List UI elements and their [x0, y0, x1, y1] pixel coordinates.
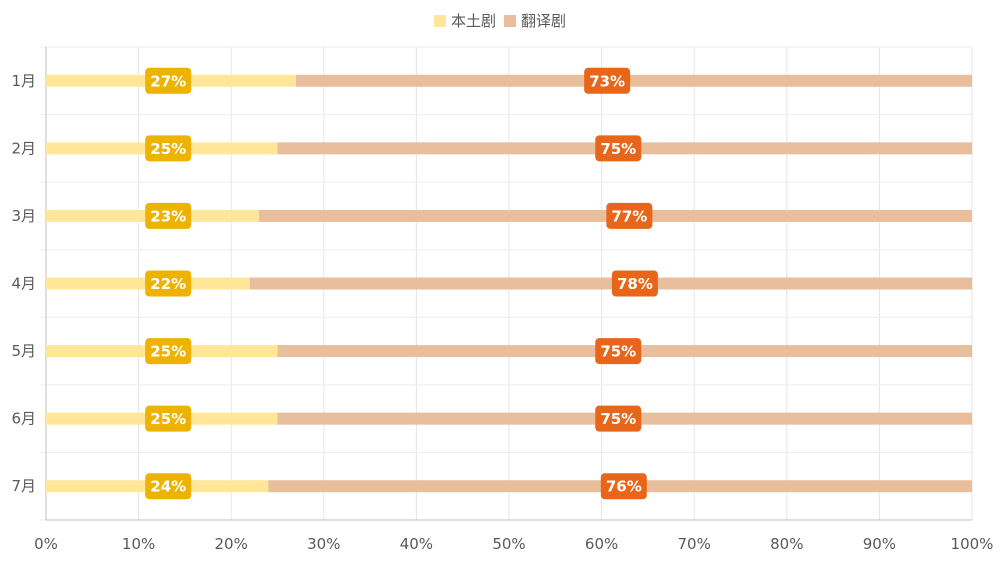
bar-segment-translated [296, 74, 972, 87]
y-tick-label: 5月 [11, 342, 36, 360]
data-label: 76% [606, 478, 642, 496]
legend-label-local: 本土剧 [450, 12, 496, 30]
data-label: 73% [589, 72, 625, 90]
x-tick-label: 90% [863, 535, 896, 553]
data-label-box [145, 405, 192, 432]
y-tick-label: 7月 [11, 477, 36, 495]
x-tick-label: 10% [122, 535, 155, 553]
data-label-box [595, 338, 642, 365]
data-label-box [145, 338, 192, 365]
x-tick-label: 70% [678, 535, 711, 553]
legend-label-translated: 翻译剧 [521, 12, 567, 30]
x-tick-label: 0% [34, 535, 58, 553]
data-label-box [584, 67, 631, 94]
data-label-box [595, 405, 642, 432]
data-label-box [600, 473, 647, 500]
data-label: 27% [150, 72, 186, 90]
data-label: 25% [150, 343, 186, 361]
data-label: 78% [617, 275, 653, 293]
x-tick-label: 100% [951, 535, 994, 553]
legend: 本土剧 翻译剧 [0, 10, 1000, 31]
data-label: 22% [150, 275, 186, 293]
x-tick-label: 80% [770, 535, 803, 553]
x-tick-label: 20% [215, 535, 248, 553]
data-label: 25% [150, 410, 186, 428]
y-tick-label: 2月 [11, 139, 36, 157]
data-label-box [595, 135, 642, 162]
y-tick-label: 6月 [11, 410, 36, 428]
x-tick-label: 50% [492, 535, 525, 553]
bar-segment-translated [249, 277, 973, 290]
y-tick-label: 1月 [11, 72, 36, 90]
legend-item-local[interactable]: 本土剧 [433, 10, 496, 31]
data-label: 24% [150, 478, 186, 496]
data-label-box [145, 135, 192, 162]
x-tick-label: 40% [400, 535, 433, 553]
legend-item-translated[interactable]: 翻译剧 [504, 10, 566, 31]
data-label-box [145, 473, 192, 500]
data-label: 75% [600, 410, 636, 428]
data-label: 75% [600, 140, 636, 158]
y-tick-label: 3月 [11, 207, 36, 225]
legend-swatch-translated [504, 14, 516, 27]
data-label: 77% [611, 207, 647, 225]
data-label: 23% [150, 207, 186, 225]
y-tick-label: 4月 [11, 275, 36, 293]
data-label-box [611, 270, 658, 297]
legend-swatch-local [433, 14, 446, 27]
x-tick-label: 60% [585, 535, 618, 553]
data-label-box [606, 202, 653, 229]
x-tick-label: 30% [307, 535, 340, 553]
data-label-box [145, 270, 192, 297]
data-label-box [145, 202, 192, 229]
data-label: 25% [150, 140, 186, 158]
data-label: 75% [600, 343, 636, 361]
data-label-box [145, 67, 192, 94]
